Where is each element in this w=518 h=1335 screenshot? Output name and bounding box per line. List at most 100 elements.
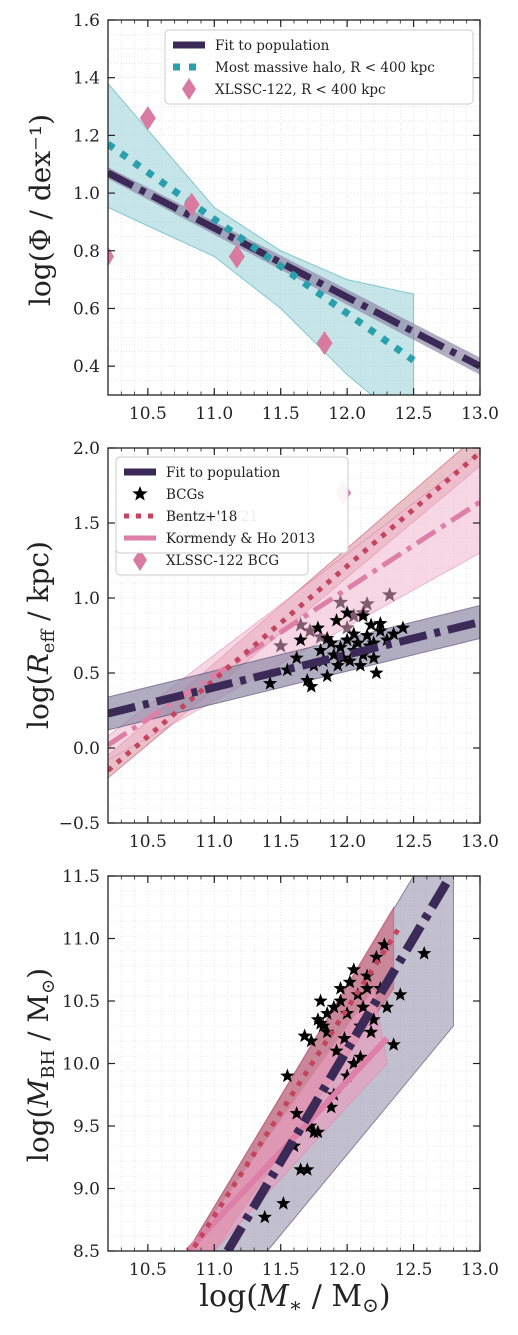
y-tick-label: 0.8 bbox=[73, 242, 100, 262]
legend-box bbox=[164, 29, 474, 105]
bcg-point bbox=[353, 658, 368, 672]
bcg-point bbox=[310, 1012, 325, 1026]
bcg-faded-point bbox=[293, 617, 309, 632]
legend-label: Bentz+'18 bbox=[166, 509, 237, 525]
bcg-point bbox=[333, 993, 348, 1008]
y-tick-label: 1.0 bbox=[73, 589, 100, 609]
bcg-point bbox=[340, 632, 355, 647]
x-axis-label: log(M∗ / M⊙) bbox=[199, 1279, 390, 1317]
noordeh-line bbox=[108, 499, 480, 748]
bcg-point bbox=[342, 653, 357, 668]
bcg-point bbox=[350, 635, 365, 650]
x-tick-label: 12.5 bbox=[395, 1260, 433, 1280]
bcg-point bbox=[393, 987, 408, 1001]
x-tick-label: 12.0 bbox=[328, 832, 366, 852]
plot-area: 10.5 11.0 11.5 12.0 12.5 13.0 8.5 9.0 9.5 10.0 10.… bbox=[62, 456, 499, 1280]
bcg-point bbox=[386, 626, 401, 641]
bcg-point bbox=[293, 1162, 308, 1176]
bcg-point bbox=[289, 650, 304, 665]
fit-line bbox=[108, 618, 480, 718]
black-hole-mass-panel: 10.5 11.0 11.5 12.0 12.5 13.0 8.5 9.0 9.5 10.0 10.… bbox=[22, 456, 499, 1280]
bcg-point bbox=[377, 937, 392, 951]
x-tick-label: 12.0 bbox=[328, 404, 366, 424]
fit-line bbox=[223, 879, 451, 1251]
bcg-faded-point bbox=[332, 594, 349, 609]
bcg-point bbox=[329, 613, 344, 627]
bcg-point bbox=[297, 1028, 312, 1043]
bcg-point bbox=[257, 1209, 272, 1224]
x-tick-label: 11.0 bbox=[195, 832, 233, 852]
bcg-point bbox=[369, 949, 384, 964]
y-tick-label: 1.2 bbox=[73, 126, 100, 146]
plot-area: 10.5 11.0 11.5 12.0 12.5 13.0 0.4 0.6 0.8 1.0 1.2 1… bbox=[73, 11, 499, 424]
bcg-point bbox=[280, 662, 295, 677]
bcg-point bbox=[324, 635, 339, 650]
halo-mass-function-panel: 10.5 11.0 11.5 12.0 12.5 13.0 0.4 0.6 0.8 1.0 1.2 1… bbox=[24, 11, 499, 424]
bcg-point bbox=[359, 981, 375, 995]
y-tick-label: 9.0 bbox=[73, 1180, 100, 1200]
legend-label: Kormendy & Ho 2013 bbox=[166, 531, 315, 547]
x-tick-label: 11.0 bbox=[195, 404, 233, 424]
bcg-point bbox=[386, 1037, 401, 1051]
bcg-point bbox=[337, 1031, 352, 1045]
xlssc-point bbox=[183, 192, 200, 217]
bcg-point bbox=[326, 999, 341, 1014]
bcg-point bbox=[304, 1033, 319, 1048]
x-tick-label: 10.5 bbox=[129, 1260, 167, 1280]
bcg-point bbox=[280, 1068, 295, 1083]
bcg-point bbox=[340, 605, 355, 620]
x-tick-label: 10.5 bbox=[129, 832, 167, 852]
legend-label: BCGs bbox=[166, 487, 204, 503]
legend-label: Most massive halo, R < 400 kpc bbox=[215, 60, 435, 76]
xlssc-point bbox=[316, 331, 333, 356]
bcg-point bbox=[329, 1043, 344, 1058]
y-tick-label: 10.5 bbox=[62, 992, 100, 1012]
bcg-point bbox=[276, 1196, 291, 1210]
bcg-point bbox=[366, 650, 381, 665]
bcg-point bbox=[369, 665, 384, 680]
y-axis-label: log(MBH / M⊙) bbox=[22, 968, 59, 1162]
y-axis-label: log(Φ / dex⁻¹) bbox=[24, 114, 57, 306]
y-tick-label: 1.6 bbox=[73, 11, 100, 31]
bcg-point bbox=[330, 658, 345, 672]
x-tick-label: 11.5 bbox=[262, 1260, 300, 1280]
bcg-point bbox=[356, 999, 371, 1014]
legend-swatch bbox=[133, 549, 147, 571]
bcg-faded-point bbox=[339, 620, 355, 635]
y-axis-label: log(Reff / kpc) bbox=[22, 541, 59, 729]
bcg-point bbox=[293, 632, 308, 647]
bcg-point bbox=[395, 620, 411, 635]
y-tick-label: 1.0 bbox=[73, 184, 100, 204]
bcg-point bbox=[310, 620, 325, 635]
x-tick-label: 12.5 bbox=[395, 404, 433, 424]
bcg-point bbox=[379, 999, 395, 1014]
bcg-faded-point bbox=[359, 596, 375, 611]
bcg-point bbox=[326, 647, 341, 662]
bcg-point bbox=[353, 1049, 368, 1064]
bcg-point bbox=[333, 981, 348, 995]
bcg-point bbox=[366, 635, 381, 650]
bcg-point bbox=[346, 962, 361, 976]
bcg-point bbox=[356, 608, 371, 623]
bcg-point bbox=[373, 623, 388, 638]
y-tick-label: 0.4 bbox=[73, 357, 100, 377]
bcg-point bbox=[359, 968, 375, 983]
dhst-line bbox=[108, 450, 480, 773]
x-tick-label: 13.0 bbox=[461, 1260, 499, 1280]
legend-label: Fit to population bbox=[166, 465, 281, 481]
bcg-point bbox=[302, 1118, 318, 1133]
bcg-point bbox=[313, 993, 328, 1008]
bcg-point bbox=[320, 1024, 335, 1039]
legend-box bbox=[115, 456, 349, 554]
bcg-point bbox=[417, 946, 432, 960]
bcg-point bbox=[346, 626, 361, 641]
y-tick-label: 9.5 bbox=[73, 1117, 100, 1137]
y-tick-label: 0.0 bbox=[73, 739, 100, 759]
x-tick-label: 13.0 bbox=[461, 832, 499, 852]
y-tick-label: 11.5 bbox=[62, 867, 100, 887]
y-tick-label: 1.4 bbox=[73, 69, 100, 89]
bcg-point bbox=[304, 679, 319, 693]
legend-label: XLSSC-122, R < 400 kpc bbox=[215, 82, 386, 98]
y-tick-label: 1.5 bbox=[73, 514, 100, 534]
